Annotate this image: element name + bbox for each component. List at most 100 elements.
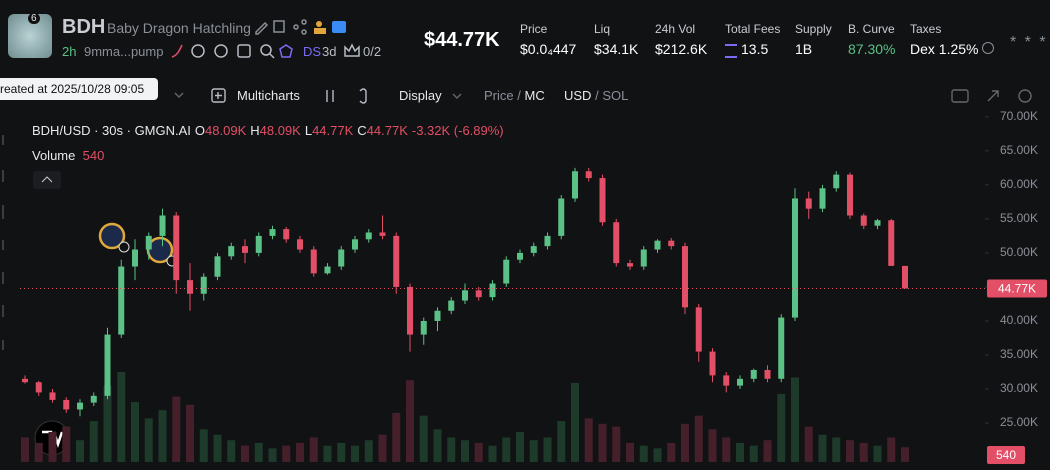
candle-body xyxy=(462,290,468,301)
price-mc-toggle[interactable]: Price / MC xyxy=(484,88,545,103)
volume-bar xyxy=(516,432,524,462)
candle-body xyxy=(819,188,826,209)
candle-body xyxy=(544,235,551,247)
volume-legend: Volume 540 xyxy=(32,148,104,163)
legend: BDH/USD · 30s · GMGN.AI O48.09K H48.09K … xyxy=(32,123,504,138)
candle-body xyxy=(407,286,413,335)
address[interactable]: 9mma...pump xyxy=(84,44,164,59)
candle-body xyxy=(613,222,620,264)
candle-body xyxy=(35,382,42,393)
stat-label: 24h Vol xyxy=(655,22,696,36)
candle-body xyxy=(255,235,262,253)
volume-bar xyxy=(34,442,43,462)
volume-bar xyxy=(76,440,84,462)
legend-title: BDH/USD · 30s · GMGN.AI xyxy=(32,123,191,138)
volume-bar xyxy=(598,423,607,462)
volume-bar xyxy=(529,440,538,462)
candle-body xyxy=(434,310,441,321)
token-name: Baby Dragon Hatchling xyxy=(107,20,251,36)
volume-bar xyxy=(736,442,744,462)
y-tick-label: 70.00K xyxy=(1000,109,1038,123)
ohlc-label: L xyxy=(304,123,313,138)
volume-bar xyxy=(749,445,758,462)
volume-bar xyxy=(378,434,387,462)
candle-body xyxy=(187,280,193,294)
y-tick-label: 30.00K xyxy=(1000,381,1038,395)
volume-bar xyxy=(323,445,332,462)
volume-bar xyxy=(818,434,827,462)
volume-bar xyxy=(254,442,263,462)
display[interactable]: Display xyxy=(399,88,442,103)
multicharts[interactable]: Multicharts xyxy=(237,88,300,103)
volume-bar xyxy=(309,437,318,462)
candle-body xyxy=(833,174,840,189)
ohlc-value: 44.77K xyxy=(312,123,354,138)
social-icons xyxy=(171,44,293,59)
volume-bar xyxy=(873,445,882,462)
candle-body xyxy=(77,402,83,410)
stat-label: Taxes xyxy=(910,22,942,36)
volume-bar xyxy=(337,442,346,462)
more[interactable]: * * * xyxy=(1010,34,1048,51)
volume-bar xyxy=(708,429,717,462)
stat-label: Price xyxy=(520,22,548,36)
candle-body xyxy=(448,300,455,311)
candle-body xyxy=(269,229,276,236)
candle-body xyxy=(475,290,482,298)
candle-body xyxy=(324,266,331,274)
candle-body xyxy=(902,265,908,289)
y-tick-label: 65.00K xyxy=(1000,143,1038,157)
volume-bar xyxy=(89,421,98,462)
candle-body xyxy=(22,378,28,383)
volume-bar xyxy=(846,440,854,462)
y-tick-label: 25.00K xyxy=(1000,415,1038,429)
change: -3.32K (-6.89%) xyxy=(411,123,504,138)
candle-body xyxy=(888,220,895,266)
symbol: BDH xyxy=(62,16,106,38)
candle-body xyxy=(489,283,496,298)
candle-body xyxy=(214,256,221,277)
candle-body xyxy=(283,229,290,240)
collapse-button[interactable] xyxy=(33,171,61,189)
volume-bar xyxy=(392,412,401,462)
candle-body xyxy=(132,249,138,267)
volume-bar xyxy=(557,421,566,462)
stat-value: Dex 1.25% xyxy=(910,41,979,57)
candle-body xyxy=(420,320,427,335)
candle-body xyxy=(572,171,578,199)
volume-bar xyxy=(763,440,772,462)
ohlc-value: 48.09K xyxy=(259,123,301,138)
volume-bar xyxy=(626,442,634,462)
y-tick-label: 50.00K xyxy=(1000,245,1038,259)
volume-bar xyxy=(694,415,703,462)
candle-body xyxy=(228,246,235,257)
crown-icon xyxy=(344,43,360,57)
volume-bar xyxy=(419,415,428,462)
event-markers xyxy=(98,222,178,267)
volume-bar xyxy=(488,445,497,462)
candle-body xyxy=(695,307,702,352)
ohlc-label: C xyxy=(357,123,367,138)
candle-body xyxy=(654,240,661,250)
volume-bar xyxy=(667,442,676,462)
volume-bar xyxy=(681,423,689,462)
y-tick-label: 55.00K xyxy=(1000,211,1038,225)
volume-bar xyxy=(364,440,373,462)
volume-value: 540 xyxy=(82,148,105,163)
volume-bar xyxy=(351,445,359,462)
currency-toggle[interactable]: USD / SOL xyxy=(564,88,628,103)
volume-bar xyxy=(186,404,194,462)
volume-bar xyxy=(241,445,249,462)
volume-bar xyxy=(461,440,469,462)
volume-bar xyxy=(227,440,236,462)
candle-body xyxy=(338,249,345,267)
candle-body xyxy=(393,235,400,287)
candle-body xyxy=(310,249,317,274)
market-cap: $44.77K xyxy=(424,29,500,51)
candle-body xyxy=(118,266,125,335)
ds-badge: DS xyxy=(303,44,322,59)
volume-label: Volume xyxy=(32,148,76,163)
ohlc-label: O xyxy=(194,123,206,138)
